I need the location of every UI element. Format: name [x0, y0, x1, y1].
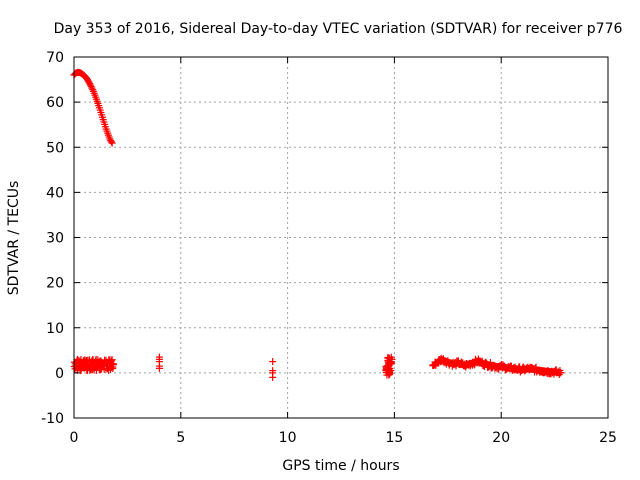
x-tick-label: 25: [599, 430, 617, 446]
y-tick-label: 40: [46, 185, 64, 201]
x-tick-label: 5: [176, 430, 185, 446]
y-tick-label: 0: [55, 366, 64, 382]
y-tick-label: 60: [46, 95, 64, 111]
data-point: [155, 364, 163, 372]
x-tick-label: 0: [70, 430, 79, 446]
x-tick-label: 20: [492, 430, 510, 446]
data-point: [80, 364, 88, 372]
x-tick-label: 15: [385, 430, 403, 446]
y-tick-label: 50: [46, 140, 64, 156]
y-tick-label: 30: [46, 231, 64, 247]
data-point: [101, 356, 109, 364]
chart-title: Day 353 of 2016, Sidereal Day-to-day VTE…: [54, 21, 623, 37]
x-axis: 0 5 10 15 20 25: [70, 57, 617, 446]
data-point: [91, 361, 99, 369]
data-point: [88, 84, 96, 92]
data-points: [70, 68, 565, 381]
data-point: [269, 373, 277, 381]
grid: [74, 57, 608, 418]
data-point: [109, 360, 117, 368]
y-tick-label: -10: [41, 411, 64, 427]
data-point: [88, 357, 96, 365]
data-point: [88, 366, 96, 374]
data-point: [86, 81, 94, 89]
data-point: [89, 86, 97, 94]
data-point: [388, 359, 396, 367]
data-point: [269, 358, 277, 366]
y-tick-label: 10: [46, 321, 64, 337]
data-point: [387, 367, 395, 375]
data-point: [105, 366, 113, 374]
data-point: [84, 363, 92, 371]
data-point: [384, 358, 392, 366]
y-tick-label: 20: [46, 276, 64, 292]
data-point: [106, 363, 114, 371]
x-axis-label: GPS time / hours: [282, 458, 399, 474]
data-point: [107, 138, 115, 146]
data-point: [108, 139, 116, 147]
data-point: [95, 362, 103, 370]
y-axis: -10 0 10 20 30 40 50 60 70: [41, 50, 608, 427]
data-point: [87, 83, 95, 91]
y-axis-label: SDTVAR / TECUs: [6, 181, 22, 296]
y-tick-label: 70: [46, 50, 64, 66]
data-point: [94, 356, 102, 364]
data-point: [557, 369, 565, 377]
x-tick-label: 10: [279, 430, 297, 446]
